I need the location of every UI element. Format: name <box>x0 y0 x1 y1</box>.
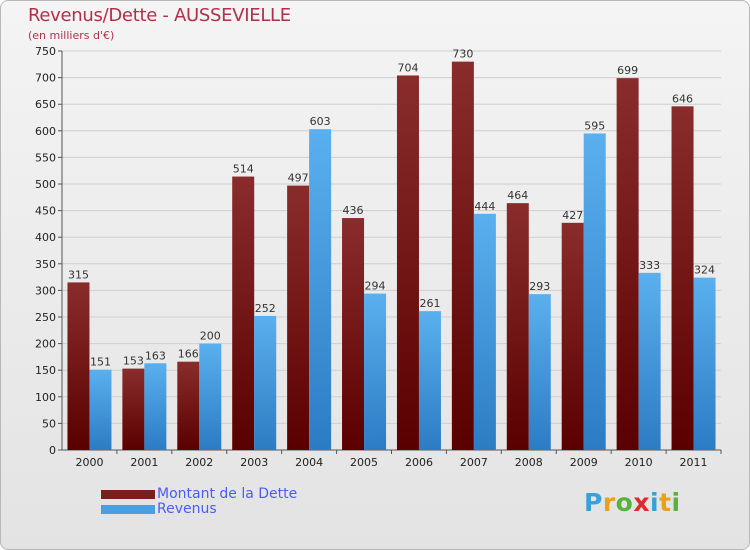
x-tick-label: 2006 <box>405 456 433 469</box>
y-tick-label: 150 <box>35 364 56 377</box>
bar-revenus <box>528 294 551 450</box>
bar-dette <box>671 106 694 450</box>
bar-revenus <box>199 343 222 450</box>
bar-revenus <box>418 311 441 450</box>
data-label: 497 <box>288 172 309 185</box>
proxiti-logo: Proxiti <box>584 488 681 517</box>
data-label: 646 <box>672 92 693 105</box>
bar-revenus <box>638 272 661 450</box>
logo-letter: t <box>659 488 672 517</box>
y-tick-label: 400 <box>35 231 56 244</box>
bar-revenus <box>583 133 606 450</box>
bar-dette <box>67 282 90 450</box>
y-tick-label: 200 <box>35 338 56 351</box>
y-tick-label: 250 <box>35 311 56 324</box>
x-tick-label: 2007 <box>460 456 488 469</box>
logo-letter: i <box>650 488 660 517</box>
data-label: 699 <box>617 64 638 77</box>
legend: Montant de la Dette Revenus <box>101 487 297 517</box>
legend-label-revenus: Revenus <box>157 501 217 517</box>
data-label: 514 <box>233 163 254 176</box>
x-tick-label: 2011 <box>680 456 708 469</box>
data-label: 444 <box>474 200 495 213</box>
x-tick-label: 2008 <box>515 456 543 469</box>
bar-dette <box>177 361 200 450</box>
logo-letter: i <box>671 488 681 517</box>
legend-swatch-revenus <box>101 505 155 514</box>
x-tick-label: 2010 <box>625 456 653 469</box>
bar-dette <box>561 222 584 450</box>
data-label: 166 <box>178 348 199 361</box>
y-tick-label: 300 <box>35 284 56 297</box>
data-label: 436 <box>343 204 364 217</box>
y-tick-label: 550 <box>35 151 56 164</box>
x-tick-label: 2000 <box>75 456 103 469</box>
data-label: 333 <box>639 259 660 272</box>
bar-dette <box>287 185 310 450</box>
data-label: 427 <box>562 209 583 222</box>
y-tick-label: 450 <box>35 205 56 218</box>
x-tick-label: 2001 <box>130 456 158 469</box>
data-label: 153 <box>123 355 144 368</box>
logo-letter: x <box>633 488 650 517</box>
x-tick-label: 2002 <box>185 456 213 469</box>
data-label: 324 <box>694 264 715 277</box>
bar-dette <box>122 368 145 450</box>
legend-label-dette: Montant de la Dette <box>157 486 298 502</box>
y-tick-label: 0 <box>49 444 56 457</box>
x-tick-label: 2004 <box>295 456 323 469</box>
y-tick-label: 650 <box>35 98 56 111</box>
y-tick-label: 500 <box>35 178 56 191</box>
data-label: 464 <box>507 189 528 202</box>
chart-title: Revenus/Dette - AUSSEVIELLE <box>28 5 291 26</box>
data-label: 704 <box>397 61 418 74</box>
bar-dette <box>616 78 639 450</box>
bar-dette <box>451 61 474 450</box>
bar-revenus <box>693 277 716 450</box>
chart-subtitle: (en milliers d'€) <box>28 29 115 42</box>
data-label: 200 <box>200 330 221 343</box>
bar-revenus <box>364 293 387 450</box>
data-label: 730 <box>452 48 473 61</box>
legend-item-revenus: Revenus <box>101 502 297 517</box>
logo-letter: r <box>602 488 616 517</box>
data-label: 315 <box>68 268 89 281</box>
data-label: 261 <box>419 297 440 310</box>
logo-letter: o <box>615 488 634 517</box>
y-tick-label: 700 <box>35 72 56 85</box>
data-label: 163 <box>145 349 166 362</box>
data-label: 293 <box>529 280 550 293</box>
x-tick-label: 2003 <box>240 456 268 469</box>
bar-revenus <box>89 369 112 450</box>
y-tick-label: 600 <box>35 125 56 138</box>
y-tick-label: 50 <box>42 417 56 430</box>
bar-revenus <box>473 213 496 450</box>
y-tick-label: 750 <box>35 45 56 58</box>
data-label: 603 <box>310 115 331 128</box>
bar-dette <box>506 203 529 450</box>
y-tick-label: 350 <box>35 258 56 271</box>
data-label: 151 <box>90 356 111 369</box>
x-tick-label: 2005 <box>350 456 378 469</box>
y-tick-label: 100 <box>35 391 56 404</box>
data-label: 294 <box>365 280 386 293</box>
data-label: 595 <box>584 119 605 132</box>
x-tick-label: 2009 <box>570 456 598 469</box>
legend-item-dette: Montant de la Dette <box>101 487 297 502</box>
bar-revenus <box>144 363 167 450</box>
bar-revenus <box>309 129 332 451</box>
bar-revenus <box>254 315 277 450</box>
logo-letter: P <box>584 488 603 517</box>
data-label: 252 <box>255 302 276 315</box>
bar-dette <box>396 75 419 451</box>
legend-swatch-dette <box>101 490 155 499</box>
bar-dette <box>232 176 255 450</box>
bar-dette <box>342 218 365 450</box>
